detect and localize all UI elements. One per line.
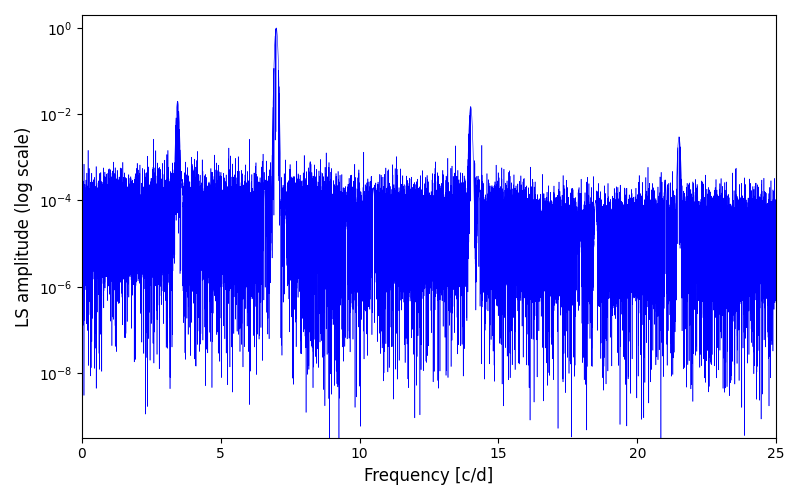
X-axis label: Frequency [c/d]: Frequency [c/d] (364, 467, 494, 485)
Y-axis label: LS amplitude (log scale): LS amplitude (log scale) (15, 126, 33, 326)
